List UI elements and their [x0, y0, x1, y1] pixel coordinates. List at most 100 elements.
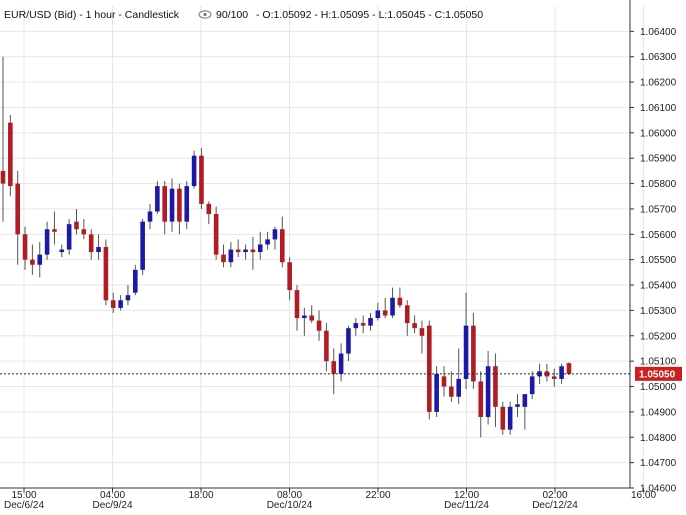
candle-body-down [441, 376, 447, 387]
candle [493, 353, 498, 428]
candle-body-down [81, 229, 87, 235]
candle-body-up [66, 224, 72, 250]
view-count: 90/100 [216, 9, 248, 21]
candle-body-up [302, 315, 307, 319]
candle [155, 181, 160, 215]
candle-body-up [463, 325, 469, 379]
candle-body-up [375, 310, 381, 319]
candle [257, 231, 263, 260]
x-tick-time: 12:00 [454, 490, 479, 501]
candle-body-down [8, 122, 13, 187]
y-tick-label: 1.06400 [640, 27, 677, 38]
candle [103, 239, 109, 306]
candle [463, 292, 469, 390]
candle-body-up [515, 404, 520, 407]
candle [162, 181, 167, 235]
candle-body-down [0, 170, 6, 184]
candle-body-up [368, 318, 373, 326]
y-tick-label: 1.05300 [640, 306, 677, 317]
candle [375, 302, 381, 321]
candle [243, 244, 248, 260]
y-tick-label: 1.04600 [640, 484, 677, 495]
candle [280, 216, 285, 268]
candle [147, 203, 153, 230]
candle [22, 226, 28, 270]
candle-body-up [265, 239, 270, 245]
candle [287, 257, 292, 301]
candle-body-up [96, 247, 101, 253]
candle-body-up [155, 186, 160, 212]
candle-body-down [22, 234, 28, 260]
candle-body-up [390, 297, 395, 316]
y-tick-label: 1.05700 [640, 204, 677, 215]
candle [235, 239, 241, 258]
candle [338, 343, 344, 382]
x-tick-time: 02:00 [542, 490, 567, 501]
candle-body-down [206, 203, 212, 215]
candle-body-down [551, 376, 557, 379]
y-tick-label: 1.06100 [640, 103, 677, 114]
candle [324, 323, 329, 372]
candle-body-down [331, 361, 337, 374]
candle-body-down [493, 366, 498, 407]
candle [8, 115, 13, 197]
candle-body-up [118, 300, 123, 308]
candle-body-up [529, 376, 535, 395]
y-axis-labels: 1.06400 1.06300 1.06200 1.06100 1.06000 1.059… [630, 27, 677, 495]
candle [485, 351, 491, 425]
candle-body-down [103, 247, 109, 301]
y-tick-label: 1.06300 [640, 52, 677, 63]
candle [390, 287, 395, 319]
candle [228, 241, 234, 268]
candle-body-down [309, 315, 314, 321]
candle [419, 320, 425, 354]
candle-body-up [140, 221, 145, 270]
candle [515, 394, 520, 417]
candle-body-down [478, 381, 484, 417]
candle-body-up [456, 378, 461, 397]
candle [184, 181, 190, 230]
y-tick-label: 1.05600 [640, 230, 677, 241]
y-tick-label: 1.04700 [640, 458, 677, 469]
candle [427, 320, 432, 420]
y-tick-label: 1.04900 [640, 407, 677, 418]
candle-body-down [88, 234, 94, 253]
candle-body-up [559, 366, 564, 379]
eye-icon[interactable] [198, 10, 212, 19]
candle-body-up [147, 211, 153, 222]
candle-series [0, 56, 572, 438]
candle-body-down [324, 330, 329, 362]
candle [250, 236, 256, 270]
candle [0, 56, 6, 222]
candle-body-down [419, 328, 425, 336]
candle-body-up [434, 373, 439, 412]
candle-body-down [316, 320, 322, 331]
candle [331, 348, 337, 395]
y-tick-label: 1.05800 [640, 179, 677, 190]
candle-body-down [74, 221, 79, 230]
candle-body-down [397, 297, 403, 306]
candle-body-down [500, 406, 506, 430]
x-tick-time: 18:00 [188, 490, 213, 501]
candle-body-up [537, 371, 542, 377]
x-tick-date: Dec/9/24 [92, 500, 132, 510]
candle [412, 315, 417, 334]
candle-body-down [544, 371, 550, 377]
candle-body-up [59, 249, 65, 253]
candle-body-up [507, 406, 513, 430]
candle [199, 148, 204, 209]
ohlc-readout: - O:1.05092 - H:1.05095 - L:1.05045 - C:… [256, 9, 483, 21]
candle-body-up [338, 353, 344, 374]
candle-body-up [485, 366, 491, 417]
x-tick-date: Dec/12/24 [532, 500, 578, 510]
candle-body-down [360, 323, 366, 326]
candle-body-down [294, 290, 300, 319]
candle-body-down [199, 155, 204, 204]
candle-body-down [110, 300, 116, 308]
candle [302, 307, 307, 336]
candle [449, 371, 454, 402]
candle [316, 310, 322, 341]
candle-body-down [162, 186, 167, 222]
candle [133, 264, 138, 296]
